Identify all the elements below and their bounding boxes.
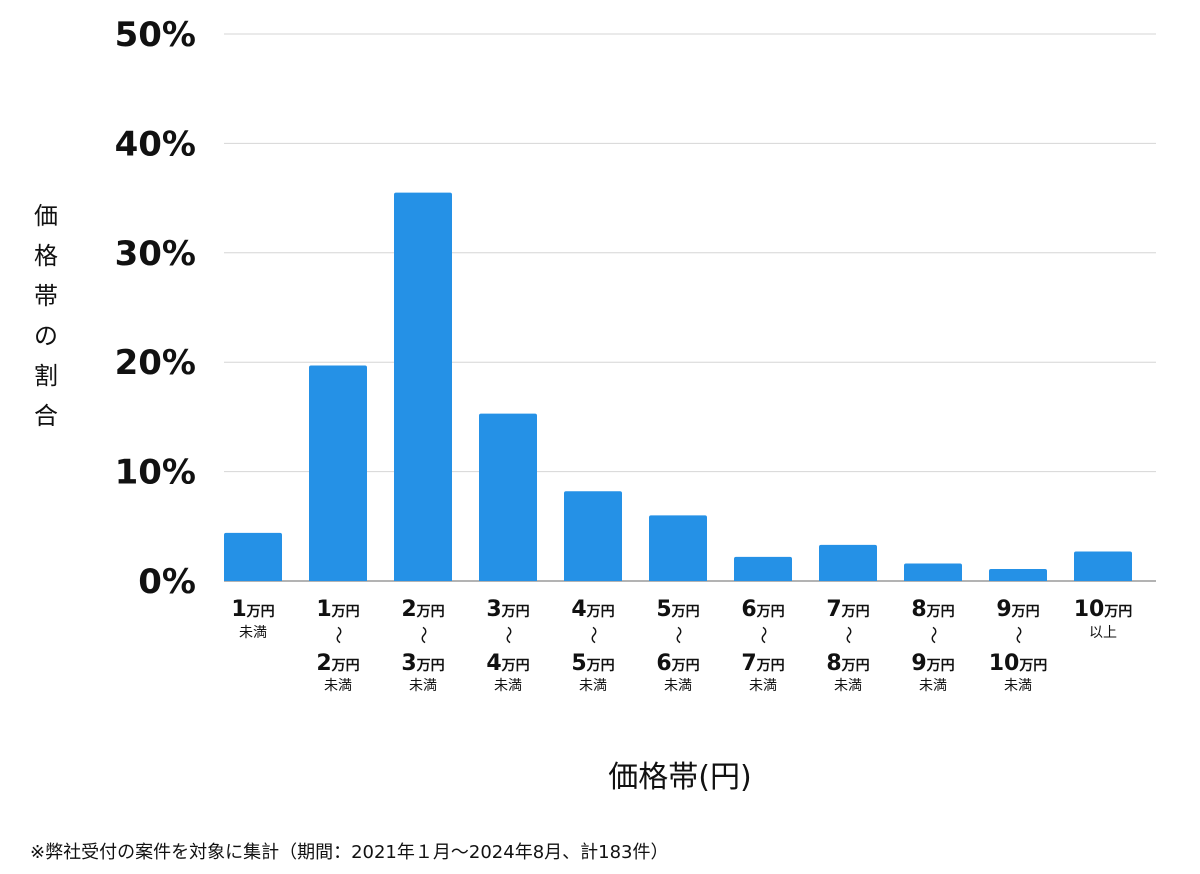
x-tick-tilde: ～ [837, 626, 858, 644]
bar [1074, 551, 1132, 581]
x-tick-tilde: ～ [497, 626, 518, 644]
x-tick-top: 8万円 [911, 597, 954, 622]
x-tick-sub: 未満 [749, 678, 777, 694]
x-tick-bottom: 4万円 [486, 651, 529, 676]
y-tick-label: 30% [115, 234, 196, 274]
x-tick-bottom: 6万円 [656, 651, 699, 676]
bar [819, 544, 877, 581]
bar [394, 192, 452, 581]
y-tick-labels: 0% 10% 20% 30% 40% 50% [115, 15, 196, 602]
x-tick-sub: 以上 [1089, 625, 1117, 641]
y-axis-label-text: 価格帯の割合 [34, 202, 58, 430]
x-tick-tilde: ～ [922, 626, 943, 644]
bar [649, 515, 707, 581]
x-tick-top: 2万円 [401, 597, 444, 622]
x-tick-bottom: 8万円 [826, 651, 869, 676]
x-tick-sub: 未満 [834, 678, 862, 694]
x-tick-tilde: ～ [667, 626, 688, 644]
y-tick-label: 20% [115, 343, 196, 383]
bar [309, 365, 367, 581]
x-tick-bottom: 5万円 [571, 651, 614, 676]
bar [479, 413, 537, 581]
bar [904, 563, 962, 581]
x-tick-sub: 未満 [409, 678, 437, 694]
x-tick-labels: 1万円未満1万円～2万円未満2万円～3万円未満3万円～4万円未満4万円～5万円未… [231, 597, 1132, 694]
x-tick-top: 3万円 [486, 597, 529, 622]
x-tick-bottom: 3万円 [401, 651, 444, 676]
x-tick-sub: 未満 [579, 678, 607, 694]
x-tick-sub: 未満 [664, 678, 692, 694]
y-tick-label: 10% [115, 453, 196, 493]
bar [989, 568, 1047, 581]
x-tick-tilde: ～ [582, 626, 603, 644]
x-tick-top: 1万円 [231, 597, 274, 622]
x-tick-tilde: ～ [1007, 626, 1028, 644]
x-tick-sub: 未満 [239, 625, 267, 641]
x-tick-bottom: 7万円 [741, 651, 784, 676]
x-tick-sub: 未満 [1004, 678, 1032, 694]
x-tick-top: 4万円 [571, 597, 614, 622]
x-tick-top: 1万円 [316, 597, 359, 622]
y-tick-label: 50% [115, 15, 196, 55]
x-tick-tilde: ～ [752, 626, 773, 644]
footnote: ※弊社受付の案件を対象に集計（期間：2021年１月～2024年8月、計183件） [30, 842, 669, 863]
x-tick-bottom: 9万円 [911, 651, 954, 676]
bar [734, 556, 792, 581]
x-tick-sub: 未満 [919, 678, 947, 694]
x-tick-sub: 未満 [494, 678, 522, 694]
x-tick-top: 5万円 [656, 597, 699, 622]
bar [224, 532, 282, 581]
bars [224, 192, 1132, 581]
x-tick-top: 10万円 [1074, 597, 1133, 622]
bar [564, 491, 622, 581]
y-axis-label: 価格帯の割合 [34, 202, 58, 430]
x-tick-sub: 未満 [324, 678, 352, 694]
y-tick-label: 40% [115, 124, 196, 164]
x-tick-bottom: 2万円 [316, 651, 359, 676]
x-tick-top: 6万円 [741, 597, 784, 622]
x-tick-tilde: ～ [327, 626, 348, 644]
x-tick-tilde: ～ [412, 626, 433, 644]
x-tick-top: 9万円 [996, 597, 1039, 622]
y-tick-label: 0% [138, 562, 196, 602]
x-axis-label: 価格帯(円) [608, 760, 751, 795]
x-tick-bottom: 10万円 [989, 651, 1048, 676]
x-tick-top: 7万円 [826, 597, 869, 622]
